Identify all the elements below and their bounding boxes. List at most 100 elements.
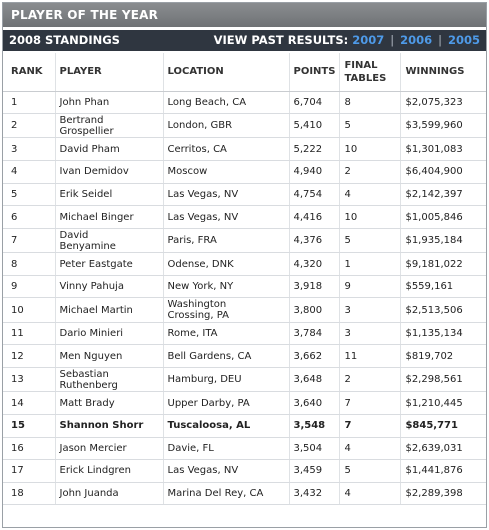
rank-cell: 3	[3, 137, 56, 162]
points-cell: 4,376	[289, 228, 341, 254]
rank-cell: 15	[3, 414, 56, 438]
location-cell: Odense, DNK	[163, 252, 290, 276]
player-cell: David Pham	[55, 137, 164, 162]
player-name: Ivan Demidov	[59, 166, 129, 178]
final-tables-cell: 10	[339, 137, 402, 162]
player-location: Upper Darby, PA	[167, 397, 250, 409]
past-year-link-2007[interactable]: 2007	[352, 33, 385, 47]
player-cell: Matt Brady	[55, 391, 164, 415]
location-cell: Rome, ITA	[163, 322, 290, 346]
points-cell: 4,754	[289, 183, 341, 207]
past-year-link-2005[interactable]: 2005	[447, 33, 480, 47]
final-tables-cell: 3	[339, 297, 402, 323]
separator: |	[438, 33, 442, 47]
winnings-cell: $9,181,022	[400, 252, 486, 276]
table-row: 15 Shannon Shorr Tuscaloosa, AL 3,548 7 $845,…	[3, 414, 486, 438]
player-name: David Pham	[59, 143, 120, 155]
player-name: Matt Brady	[59, 397, 115, 409]
player-name: Erick Lindgren	[59, 465, 131, 477]
final-tables-cell: 4	[339, 437, 402, 461]
player-name: Vinny Pahuja	[59, 281, 124, 293]
location-cell: Bell Gardens, CA	[163, 344, 290, 369]
col-rank: RANK	[3, 53, 56, 92]
location-cell: Tuscaloosa, AL	[163, 414, 290, 438]
player-name: Peter Eastgate	[59, 258, 133, 270]
player-location: Hamburg, DEU	[167, 374, 242, 386]
final-tables-cell: 9	[339, 275, 402, 299]
table-row: 2 Bertrand Grospellier London, GBR 5,410 5 $3,…	[3, 113, 486, 139]
past-results: VIEW PAST RESULTS: 2007 | 2006 | 2005	[214, 30, 480, 51]
location-cell: Washington Crossing, PA	[163, 297, 290, 323]
standings-table: RANK PLAYER LOCATION POINTS FINAL TABLES…	[3, 53, 486, 506]
points-cell: 3,432	[289, 482, 341, 506]
player-cell: David Benyamine	[55, 228, 164, 254]
player-cell: Men Nguyen	[55, 344, 164, 369]
col-final-tables: FINAL TABLES	[339, 53, 402, 92]
panel-title: PLAYER OF THE YEAR	[3, 3, 486, 27]
player-location: Las Vegas, NV	[167, 211, 239, 223]
rank-cell: 18	[3, 482, 56, 506]
location-cell: Paris, FRA	[163, 228, 290, 254]
player-location: London, GBR	[167, 120, 233, 132]
player-name: David	[59, 229, 89, 241]
points-cell: 3,784	[289, 322, 341, 346]
table-row: 1 John Phan Long Beach, CA 6,704 8 $2,075,323	[3, 91, 486, 115]
points-cell: 4,320	[289, 252, 341, 276]
rank-cell: 5	[3, 183, 56, 207]
player-name: John Juanda	[59, 488, 119, 500]
rank-cell: 9	[3, 275, 56, 299]
separator: |	[390, 33, 395, 47]
points-cell: 3,648	[289, 367, 341, 393]
rank-cell: 17	[3, 459, 56, 483]
player-cell: Shannon Shorr	[55, 414, 164, 438]
table-row: 3 David Pham Cerritos, CA 5,222 10 $1,301,083	[3, 137, 486, 162]
player-cell: Erik Seidel	[55, 183, 164, 207]
table-row: 13 Sebastian Ruthenberg Hamburg, DEU 3,648 2 $…	[3, 367, 486, 393]
standings-label: 2008 STANDINGS	[9, 33, 120, 47]
location-cell: Cerritos, CA	[163, 137, 290, 162]
final-tables-cell: 11	[339, 344, 402, 369]
player-location: Washington	[167, 299, 227, 311]
winnings-cell: $3,599,960	[400, 113, 486, 139]
table-row: 10 Michael Martin Washington Crossing, PA 3,…	[3, 297, 486, 323]
winnings-cell: $1,210,445	[400, 391, 486, 415]
table-header-row: RANK PLAYER LOCATION POINTS FINAL TABLES…	[3, 53, 486, 92]
col-points: POINTS	[289, 53, 341, 92]
final-tables-cell: 4	[339, 482, 402, 506]
player-location: Bell Gardens, CA	[167, 350, 252, 362]
rank-cell: 2	[3, 113, 56, 139]
winnings-cell: $2,289,398	[400, 482, 486, 506]
player-location: Cerritos, CA	[167, 143, 227, 155]
table-row: 17 Erick Lindgren Las Vegas, NV 3,459 5 $1,44…	[3, 459, 486, 483]
rank-cell: 4	[3, 160, 56, 184]
location-cell: Las Vegas, NV	[163, 205, 290, 229]
player-name: Benyamine	[59, 240, 116, 252]
rank-cell: 11	[3, 322, 56, 346]
player-cell: Erick Lindgren	[55, 459, 164, 483]
player-name: Men Nguyen	[59, 350, 123, 362]
table-row: 12 Men Nguyen Bell Gardens, CA 3,662 11 $819,…	[3, 344, 486, 369]
location-cell: Long Beach, CA	[163, 91, 290, 115]
table-row: 9 Vinny Pahuja New York, NY 3,918 9 $559,161	[3, 275, 486, 299]
table-row: 11 Dario Minieri Rome, ITA 3,784 3 $1,135,134	[3, 322, 486, 346]
player-location: Moscow	[167, 166, 208, 178]
player-cell: Peter Eastgate	[55, 252, 164, 276]
points-cell: 4,416	[289, 205, 341, 229]
player-cell: Vinny Pahuja	[55, 275, 164, 299]
table-row: 14 Matt Brady Upper Darby, PA 3,640 7 $1,210,…	[3, 391, 486, 415]
col-winnings: WINNINGS	[400, 53, 486, 92]
winnings-cell: $819,702	[400, 344, 486, 369]
location-cell: Moscow	[163, 160, 290, 184]
points-cell: 3,459	[289, 459, 341, 483]
points-cell: 3,800	[289, 297, 341, 323]
location-cell: Davie, FL	[163, 437, 290, 461]
winnings-cell: $2,142,397	[400, 183, 486, 207]
player-name: Michael Binger	[59, 211, 134, 223]
past-year-link-2006[interactable]: 2006	[400, 33, 433, 47]
player-cell: Ivan Demidov	[55, 160, 164, 184]
points-cell: 5,222	[289, 137, 341, 162]
points-cell: 3,504	[289, 437, 341, 461]
player-location: Rome, ITA	[167, 328, 218, 340]
location-cell: Upper Darby, PA	[163, 391, 290, 415]
